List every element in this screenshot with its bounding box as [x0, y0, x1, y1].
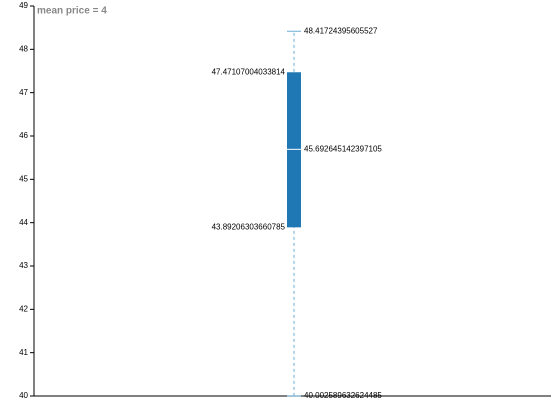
y-tick-label: 40	[19, 391, 28, 400]
y-tick-label: 43	[19, 261, 28, 270]
y-tick-label: 46	[19, 131, 28, 140]
y-tick-label: 49	[19, 1, 28, 10]
y-tick-label: 42	[19, 304, 28, 313]
q1-label: 43.89206303660785	[212, 222, 286, 231]
min-label: 40.002589632624485	[304, 391, 382, 400]
median-label: 45.692645142397105	[304, 144, 382, 153]
y-tick-label: 48	[19, 44, 28, 53]
chart-title: mean price = 4	[37, 6, 107, 17]
y-tick-label: 41	[19, 348, 28, 357]
y-tick-label: 47	[19, 88, 28, 97]
q3-label: 47.47107004033814	[212, 67, 286, 76]
y-tick-label: 44	[19, 218, 28, 227]
max-label: 48.41724395605527	[304, 26, 378, 35]
y-tick-label: 45	[19, 174, 28, 183]
